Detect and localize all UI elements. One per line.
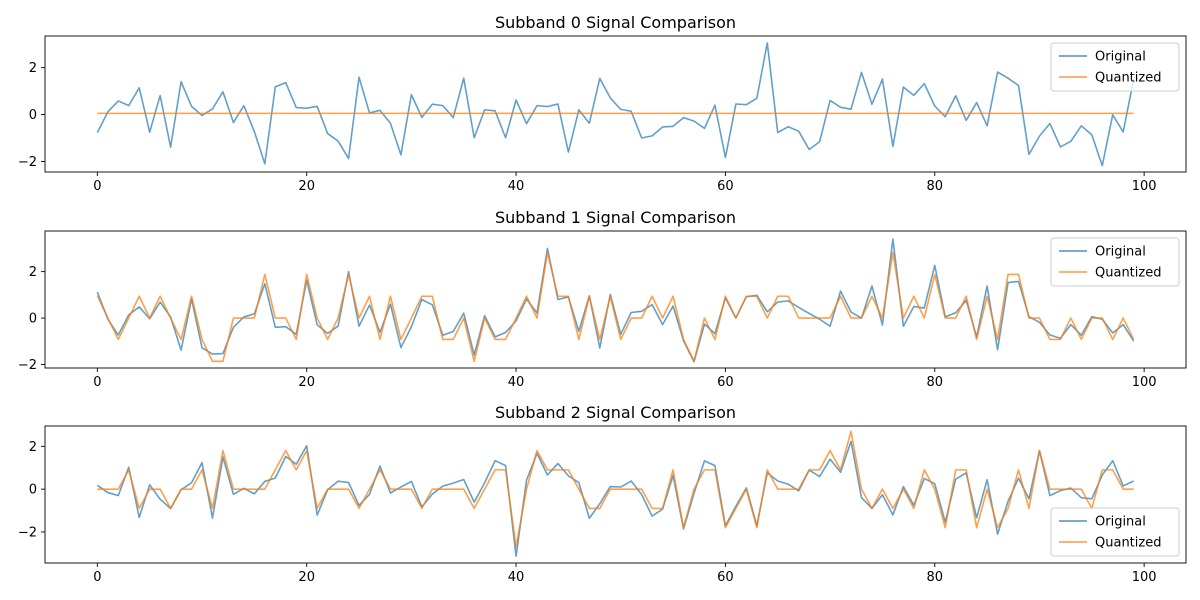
x-tick-label: 40 (508, 179, 525, 194)
chart-title: Subband 1 Signal Comparison (495, 208, 736, 227)
legend-box (1050, 507, 1180, 557)
y-tick-label: 2 (29, 265, 37, 280)
series-line-original (96, 440, 1135, 557)
x-tick-label: 20 (298, 570, 315, 585)
series-line-original (96, 42, 1135, 167)
x-tick-label: 0 (93, 570, 101, 585)
axes-frame (44, 425, 1187, 564)
y-tick-label: 2 (29, 440, 37, 455)
x-tick-label: 60 (717, 570, 734, 585)
legend-label: Original (1095, 515, 1146, 530)
legend: Original Quantized (1050, 507, 1180, 557)
x-tick-label: 60 (717, 179, 734, 194)
legend-label: Original (1095, 50, 1146, 65)
series-line-original (96, 238, 1135, 363)
y-tick-label: 0 (29, 312, 37, 327)
axes-frame (44, 230, 1187, 369)
y-tick-label: 0 (29, 483, 37, 498)
axes-frame (44, 35, 1187, 173)
x-tick-label: 100 (1132, 375, 1157, 390)
y-tick-label: 0 (29, 108, 37, 123)
legend-label: Original (1095, 245, 1146, 260)
legend-box (1050, 237, 1180, 287)
y-tick-label: −2 (18, 525, 37, 540)
legend-label: Quantized (1095, 536, 1161, 551)
legend-label: Quantized (1095, 266, 1161, 281)
x-tick-label: 80 (926, 570, 943, 585)
y-tick-label: 2 (29, 61, 37, 76)
legend-box (1050, 42, 1180, 92)
x-tick-label: 20 (298, 179, 315, 194)
x-tick-label: 0 (93, 375, 101, 390)
legend: Original Quantized (1050, 237, 1180, 287)
legend: Original Quantized (1050, 42, 1180, 92)
x-tick-label: 80 (926, 375, 943, 390)
x-tick-label: 100 (1132, 570, 1157, 585)
y-tick-label: −2 (18, 358, 37, 373)
x-tick-label: 60 (717, 375, 734, 390)
series-line-quantized (96, 251, 1135, 363)
series-line-quantized (97, 430, 1134, 548)
x-tick-label: 0 (93, 179, 101, 194)
x-tick-label: 100 (1132, 179, 1157, 194)
y-tick-label: −2 (18, 155, 37, 170)
legend-label: Quantized (1095, 71, 1161, 86)
chart-title: Subband 2 Signal Comparison (495, 403, 736, 422)
x-tick-label: 20 (298, 375, 315, 390)
x-tick-label: 40 (508, 375, 525, 390)
x-tick-label: 80 (926, 179, 943, 194)
x-tick-label: 40 (508, 570, 525, 585)
chart-title: Subband 0 Signal Comparison (495, 13, 736, 32)
